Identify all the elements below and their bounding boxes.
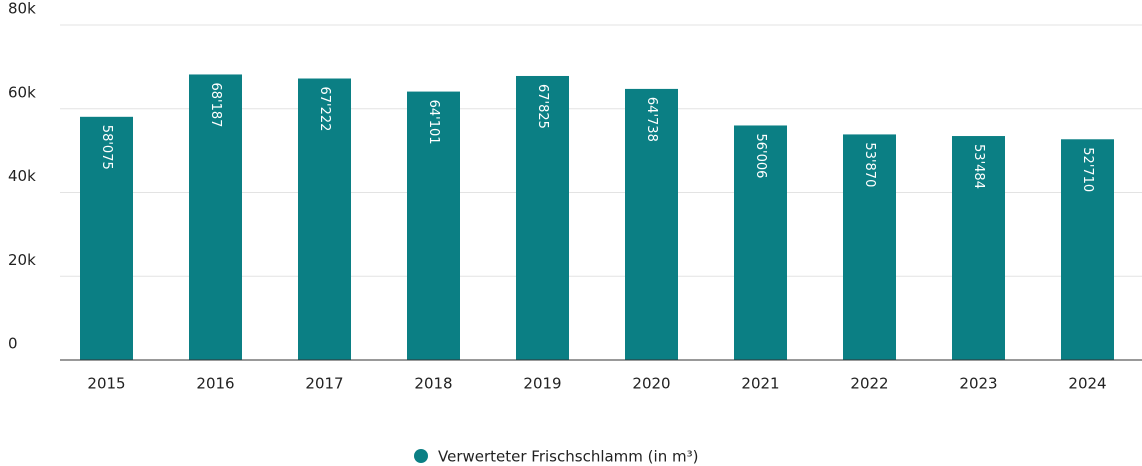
bar — [80, 116, 133, 360]
value-label: 68'187 — [208, 82, 223, 127]
bar — [734, 125, 787, 360]
bar — [516, 75, 569, 360]
bar — [843, 134, 896, 360]
x-tick-label: 2018 — [414, 375, 452, 393]
bar — [952, 136, 1005, 360]
x-tick-label: 2024 — [1068, 375, 1106, 393]
value-label: 67'825 — [535, 84, 550, 129]
x-tick-label: 2021 — [741, 375, 779, 393]
x-tick-label: 2023 — [959, 375, 997, 393]
value-label: 53'870 — [862, 142, 877, 187]
value-label: 58'075 — [99, 125, 114, 170]
legend-marker — [414, 449, 428, 463]
bar — [407, 91, 460, 361]
y-tick-label: 20k — [8, 251, 36, 269]
legend-label: Verwerteter Frischschlamm (in m³) — [438, 448, 698, 466]
bar — [625, 88, 678, 361]
x-tick-label: 2019 — [523, 375, 561, 393]
bar — [298, 78, 351, 360]
x-tick-label: 2017 — [305, 375, 343, 393]
value-label: 64'101 — [426, 100, 441, 145]
value-label: 53'484 — [971, 144, 986, 189]
x-tick-label: 2022 — [850, 375, 888, 393]
value-label: 56'006 — [753, 133, 768, 178]
y-tick-label: 0 — [8, 335, 18, 353]
x-tick-label: 2015 — [87, 375, 125, 393]
y-tick-label: 40k — [8, 167, 36, 185]
bar — [189, 74, 242, 361]
x-tick-label: 2016 — [196, 375, 234, 393]
value-label: 64'738 — [644, 97, 659, 142]
bar — [1061, 139, 1114, 360]
y-tick-label: 80k — [8, 0, 36, 18]
value-label: 52'710 — [1080, 147, 1095, 192]
y-tick-label: 60k — [8, 83, 36, 101]
value-label: 67'222 — [317, 87, 332, 132]
x-tick-label: 2020 — [632, 375, 670, 393]
